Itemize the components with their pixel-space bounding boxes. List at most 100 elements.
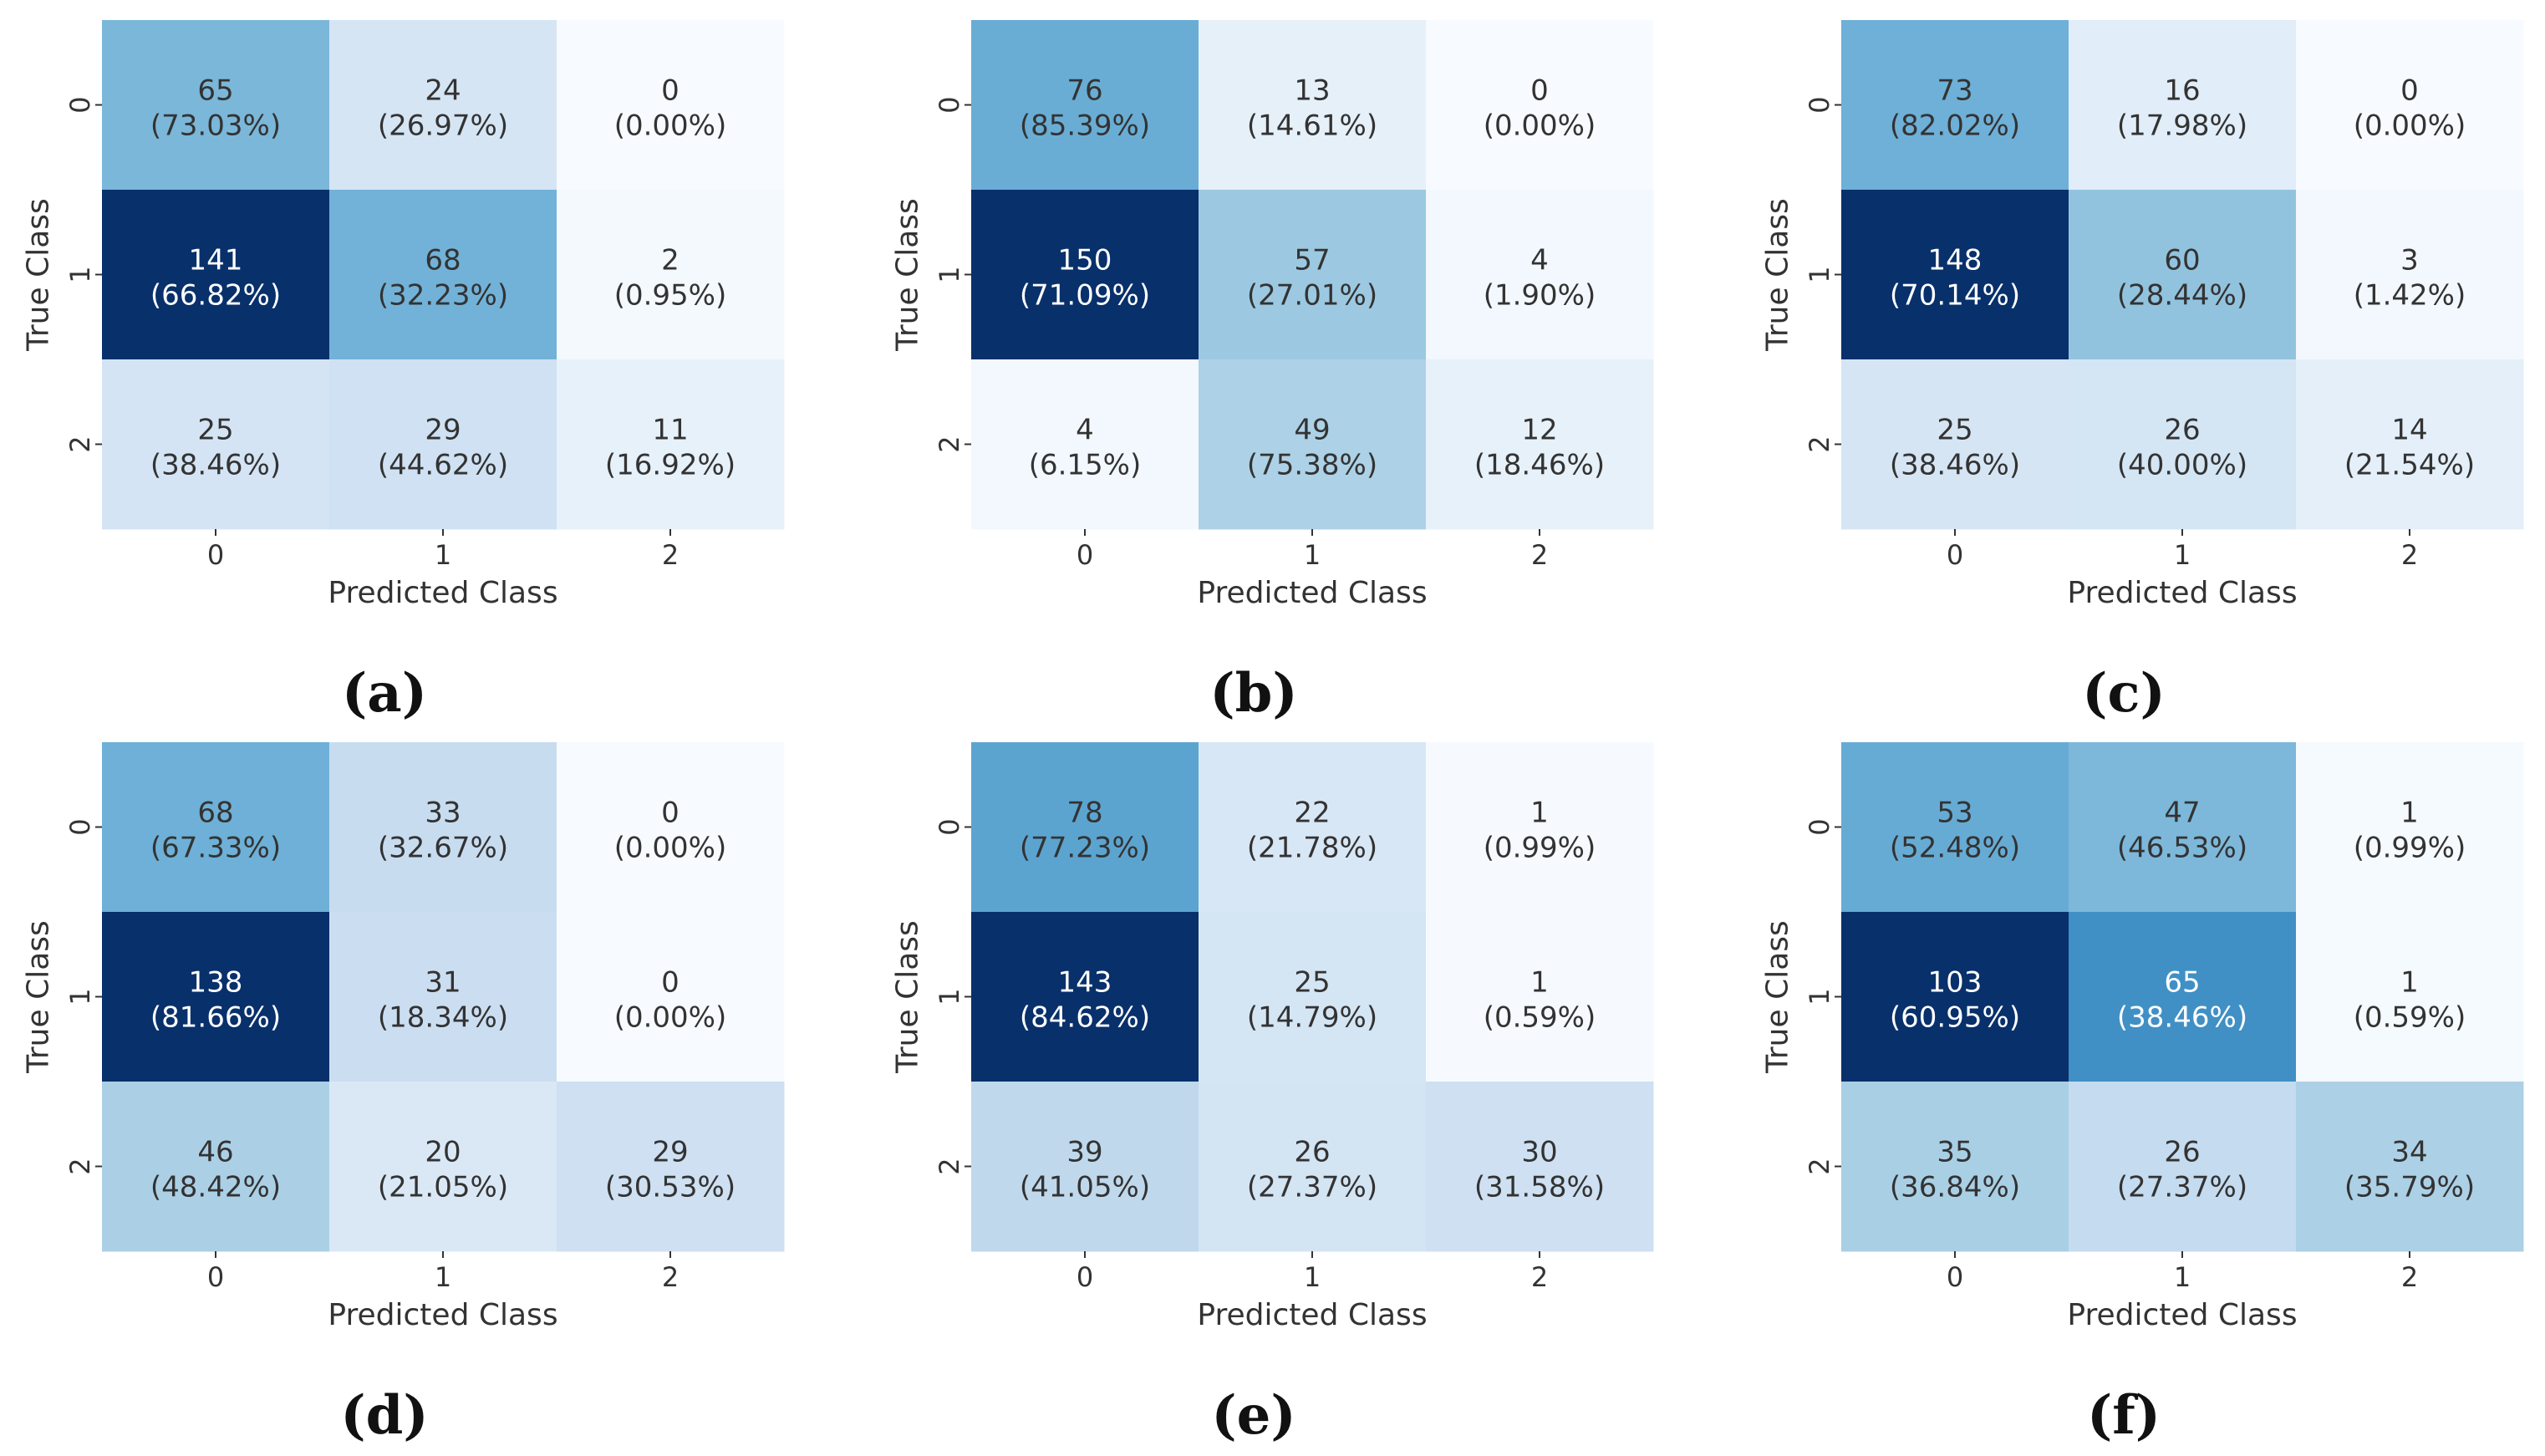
cell-percent-label: (6.15%) <box>1029 449 1142 482</box>
cell-count-label: 14 <box>2391 414 2427 447</box>
cell-count-label: 103 <box>1928 966 1983 1000</box>
cell-percent-label: (77.23%) <box>1020 832 1150 865</box>
cell-count-label: 68 <box>425 244 461 277</box>
heatmap-cell <box>1199 20 1427 191</box>
cell-percent-label: (27.37%) <box>1247 1171 1377 1204</box>
x-axis-label: Predicted Class <box>2067 576 2297 610</box>
x-tick-label: 0 <box>1947 539 1963 571</box>
cell-count-label: 0 <box>1530 74 1549 108</box>
cell-count-label: 1 <box>1530 797 1549 830</box>
cell-percent-label: (84.62%) <box>1020 1001 1150 1035</box>
heatmap-cell <box>2069 359 2297 530</box>
cell-count-label: 1 <box>2400 966 2419 1000</box>
cell-count-label: 57 <box>1294 244 1330 277</box>
cell-percent-label: (21.05%) <box>378 1171 508 1204</box>
cell-count-label: 26 <box>1294 1136 1330 1169</box>
cell-percent-label: (81.66%) <box>150 1001 281 1035</box>
cell-percent-label: (35.79%) <box>2344 1171 2475 1204</box>
cell-count-label: 60 <box>2164 244 2200 277</box>
cell-percent-label: (75.38%) <box>1247 449 1377 482</box>
cell-count-label: 35 <box>1937 1136 1972 1169</box>
cell-percent-label: (73.03%) <box>150 109 281 143</box>
y-axis-label: True Class <box>1761 920 1795 1074</box>
cell-count-label: 11 <box>652 414 688 447</box>
cell-percent-label: (21.54%) <box>2344 449 2475 482</box>
y-tick-label: 0 <box>64 818 96 835</box>
cell-count-label: 0 <box>2400 74 2419 108</box>
cell-percent-label: (67.33%) <box>150 832 281 865</box>
heatmap-cell <box>329 742 557 913</box>
cell-count-label: 25 <box>1937 414 1972 447</box>
cell-percent-label: (41.05%) <box>1020 1171 1150 1204</box>
cell-count-label: 68 <box>197 797 233 830</box>
cell-percent-label: (82.02%) <box>1890 109 2020 143</box>
cell-count-label: 30 <box>1521 1136 1557 1169</box>
heatmap-cell <box>1426 742 1654 913</box>
heatmap-cell <box>1199 190 1427 360</box>
cell-count-label: 39 <box>1066 1136 1102 1169</box>
cell-count-label: 76 <box>1066 74 1102 108</box>
y-axis-label: True Class <box>22 198 56 352</box>
cell-percent-label: (0.59%) <box>1484 1001 1596 1035</box>
heatmap-cell <box>971 190 1199 360</box>
y-tick-label: 0 <box>1804 96 1835 113</box>
cell-count-label: 65 <box>2164 966 2200 1000</box>
heatmap-cell <box>2069 1082 2297 1252</box>
cell-percent-label: (38.46%) <box>2117 1001 2247 1035</box>
cell-count-label: 65 <box>197 74 233 108</box>
heatmap-cell <box>329 359 557 530</box>
cell-count-label: 53 <box>1937 797 1972 830</box>
y-tick-label: 2 <box>64 435 96 452</box>
cell-percent-label: (14.79%) <box>1247 1001 1377 1035</box>
heatmap-cell <box>1199 742 1427 913</box>
cell-count-label: 25 <box>1294 966 1330 1000</box>
cell-count-label: 25 <box>197 414 233 447</box>
x-tick-label: 2 <box>1531 1261 1548 1293</box>
heatmap-cell <box>1199 359 1427 530</box>
cell-count-label: 47 <box>2164 797 2200 830</box>
heatmap-cell <box>971 20 1199 191</box>
x-tick-label: 1 <box>1304 539 1321 571</box>
x-tick-label: 2 <box>662 539 679 571</box>
cell-percent-label: (16.92%) <box>605 449 736 482</box>
heatmap-cell <box>2069 742 2297 913</box>
cell-count-label: 4 <box>1530 244 1549 277</box>
x-axis-label: Predicted Class <box>2067 1298 2297 1332</box>
x-axis-label: Predicted Class <box>1197 1298 1427 1332</box>
x-tick-label: 1 <box>435 539 451 571</box>
cell-percent-label: (36.84%) <box>1890 1171 2020 1204</box>
cell-percent-label: (44.62%) <box>378 449 508 482</box>
cell-percent-label: (21.78%) <box>1247 832 1377 865</box>
heatmap-cell <box>1426 1082 1654 1252</box>
heatmap-cell <box>557 742 785 913</box>
y-axis-label: True Class <box>22 920 56 1074</box>
cell-count-label: 0 <box>661 74 680 108</box>
heatmap-cell <box>2296 190 2524 360</box>
heatmap-cell <box>1841 912 2069 1082</box>
y-tick-label: 2 <box>934 435 965 452</box>
cell-count-label: 46 <box>197 1136 233 1169</box>
x-tick-label: 0 <box>207 1261 224 1293</box>
cell-count-label: 78 <box>1066 797 1102 830</box>
cell-count-label: 20 <box>425 1136 461 1169</box>
cell-count-label: 33 <box>425 797 461 830</box>
cell-count-label: 34 <box>2391 1136 2427 1169</box>
heatmap-cell <box>2069 912 2297 1082</box>
cell-count-label: 2 <box>661 244 680 277</box>
cell-percent-label: (1.42%) <box>2354 279 2466 313</box>
cell-percent-label: (38.46%) <box>1890 449 2020 482</box>
x-tick-label: 2 <box>1531 539 1548 571</box>
cell-count-label: 0 <box>661 797 680 830</box>
cell-count-label: 0 <box>661 966 680 1000</box>
heatmap-cell <box>102 190 330 360</box>
x-tick-label: 1 <box>2174 539 2191 571</box>
heatmap-cell <box>2296 912 2524 1082</box>
heatmap-cell <box>2296 359 2524 530</box>
panel-caption: (f) <box>2087 1384 2161 1447</box>
panel-f: 53(52.48%)47(46.53%)1(0.99%)103(60.95%)6… <box>1761 742 2524 1447</box>
cell-percent-label: (46.53%) <box>2117 832 2247 865</box>
panel-b: 76(85.39%)13(14.61%)0(0.00%)150(71.09%)5… <box>891 20 1654 725</box>
heatmap-cell <box>557 20 785 191</box>
x-axis-label: Predicted Class <box>328 1298 557 1332</box>
